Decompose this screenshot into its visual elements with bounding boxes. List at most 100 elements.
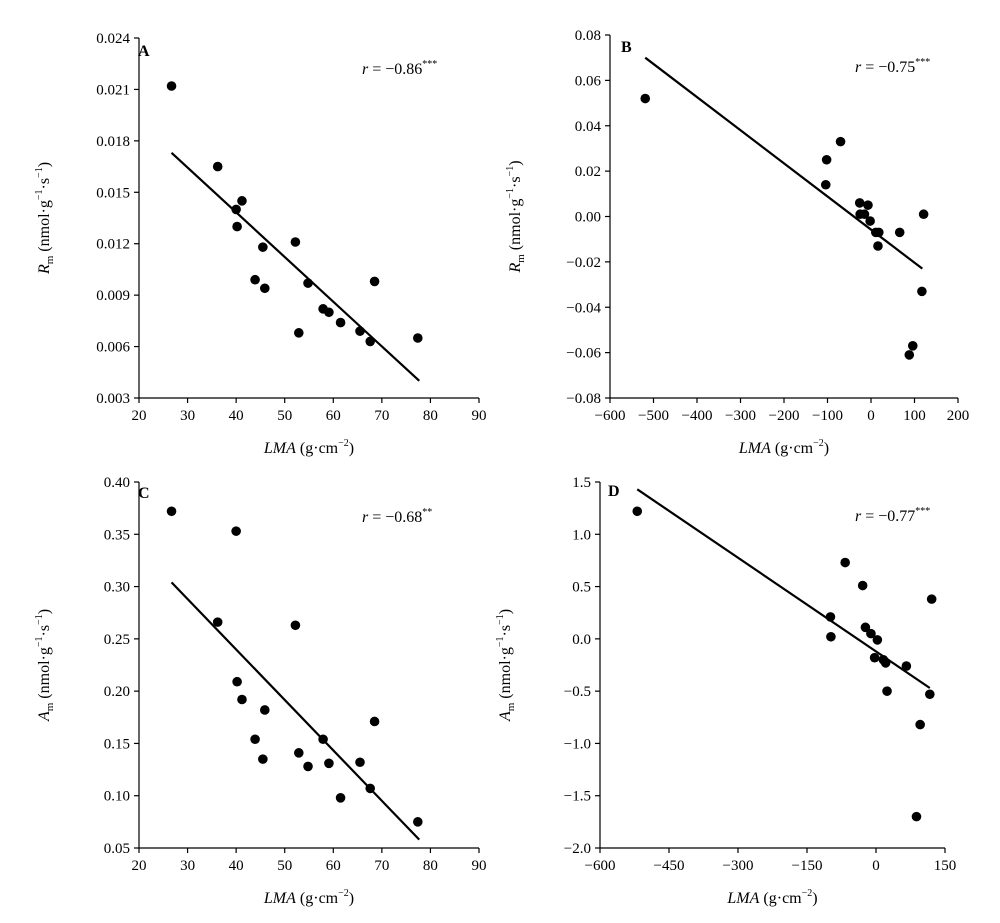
x-tick-label: −600 <box>585 858 616 874</box>
y-axis-label-unit: (nmol·g <box>36 200 53 256</box>
y-tick-label: 0.20 <box>104 684 130 700</box>
y-axis-label-exponent: −1 <box>34 637 45 648</box>
x-axis-label-close: ) <box>824 440 829 457</box>
panel-letter: A <box>138 43 150 60</box>
y-tick-label: −0.02 <box>566 255 601 271</box>
data-point <box>873 241 883 251</box>
correlation-value: = −0.77 <box>861 508 915 525</box>
x-axis-label-close: ) <box>349 440 354 457</box>
y-axis-label-unit: (nmol·g <box>507 199 524 255</box>
y-axis-label-exponent: −1 <box>505 188 516 199</box>
y-tick-label: −0.04 <box>566 300 601 316</box>
y-axis-label-exponent: −1 <box>34 190 45 201</box>
data-point <box>904 350 915 360</box>
correlation-symbol: r <box>855 508 862 525</box>
data-point <box>840 557 850 568</box>
x-axis-label-exponent: −2 <box>813 438 824 449</box>
y-axis-label-variable: R <box>507 263 524 274</box>
regression-line <box>644 56 923 270</box>
data-point <box>324 307 334 318</box>
correlation-symbol: r <box>362 509 369 526</box>
data-point <box>918 209 929 220</box>
x-tick-label: 70 <box>374 858 389 874</box>
x-axis-label-variable: LMA <box>263 440 296 457</box>
y-tick-label: 0.021 <box>96 82 130 98</box>
y-axis-label-subscript: m <box>505 702 517 711</box>
x-axis-label-variable: LMA <box>738 440 771 457</box>
data-point <box>290 237 301 247</box>
data-point <box>869 652 880 663</box>
data-point <box>907 341 918 351</box>
data-point <box>835 136 846 147</box>
y-tick-label: −0.5 <box>564 684 591 700</box>
data-point <box>231 526 241 536</box>
data-point <box>866 628 876 639</box>
data-point <box>290 620 301 631</box>
y-axis-label-close: ) <box>36 609 53 614</box>
x-tick-label: 50 <box>277 408 292 424</box>
y-tick-label: −0.08 <box>566 391 601 407</box>
data-point <box>335 317 346 328</box>
x-tick-label: 60 <box>326 408 341 424</box>
panel-b: −600 −500 −400 −300 −200 −100 0 100 200 −0.08 −0.0… <box>505 28 969 457</box>
x-axis-label-close: ) <box>812 890 817 907</box>
x-tick-label: 80 <box>423 408 438 424</box>
y-axis-label-unit: (nmol·g <box>36 647 53 703</box>
x-tick-label: 40 <box>229 858 244 874</box>
x-axis-label: LMA (g·cm−2) <box>726 888 817 907</box>
data-point <box>355 757 365 768</box>
y-tick-label: 0.06 <box>575 73 602 89</box>
y-axis-label-exponent: −1 <box>34 614 45 625</box>
y-tick-label: 0.30 <box>104 580 130 596</box>
y-tick-label: −1.5 <box>564 789 591 805</box>
panel-letter: D <box>608 483 620 500</box>
correlation-symbol: r <box>855 59 862 76</box>
y-axis-label-subscript: m <box>44 702 56 711</box>
y-tick-label: 1.5 <box>572 475 591 491</box>
y-axis-label-exponent: −1 <box>34 167 45 178</box>
data-point <box>894 227 905 238</box>
data-point <box>260 283 270 294</box>
y-axis-label-variable: R <box>36 264 53 275</box>
x-tick-label: −300 <box>723 858 754 874</box>
data-point <box>413 817 423 827</box>
x-tick-label: 0 <box>867 408 875 424</box>
x-axis-label-exponent: −2 <box>338 438 349 449</box>
data-point <box>917 286 927 297</box>
data-point <box>915 719 925 730</box>
y-axis-label: Rm (nmol·g−1·s−1) <box>505 160 527 273</box>
x-tick-label: 100 <box>903 408 926 424</box>
panel-letter: C <box>138 485 150 502</box>
x-tick-label: −450 <box>654 858 685 874</box>
x-tick-label: 50 <box>277 858 292 874</box>
y-axis-label-unit-mid: ·s <box>507 176 524 188</box>
x-axis-label-close: ) <box>349 890 354 907</box>
y-tick-label: 0.00 <box>575 210 601 226</box>
data-point <box>857 580 868 591</box>
x-tick-label: 150 <box>934 858 957 874</box>
data-point <box>872 635 883 645</box>
data-point <box>250 734 260 745</box>
regression-line <box>170 581 421 841</box>
data-point <box>318 734 328 745</box>
data-point <box>632 506 643 517</box>
y-axis-label-close: ) <box>36 162 53 167</box>
y-axis-label-close: ) <box>507 160 524 165</box>
data-point <box>874 227 884 238</box>
y-tick-label: 0.40 <box>104 475 130 491</box>
y-axis-label-unit-mid: ·s <box>36 178 53 190</box>
data-point <box>166 506 177 517</box>
data-point <box>925 689 935 700</box>
y-axis-label-subscript: m <box>44 255 56 264</box>
x-tick-label: 20 <box>132 408 147 424</box>
y-axis-label-subscript: m <box>515 254 527 263</box>
y-axis-label: Am (nmol·g−1·s−1) <box>495 609 517 722</box>
data-point <box>826 631 836 642</box>
y-tick-label: 0.02 <box>575 164 601 180</box>
correlation-label: r = −0.77*** <box>855 506 930 525</box>
data-point <box>882 686 892 696</box>
x-tick-label: −150 <box>792 858 823 874</box>
y-tick-label: 0.35 <box>104 527 130 543</box>
x-tick-label: 70 <box>374 408 389 424</box>
x-tick-label: 30 <box>180 858 195 874</box>
